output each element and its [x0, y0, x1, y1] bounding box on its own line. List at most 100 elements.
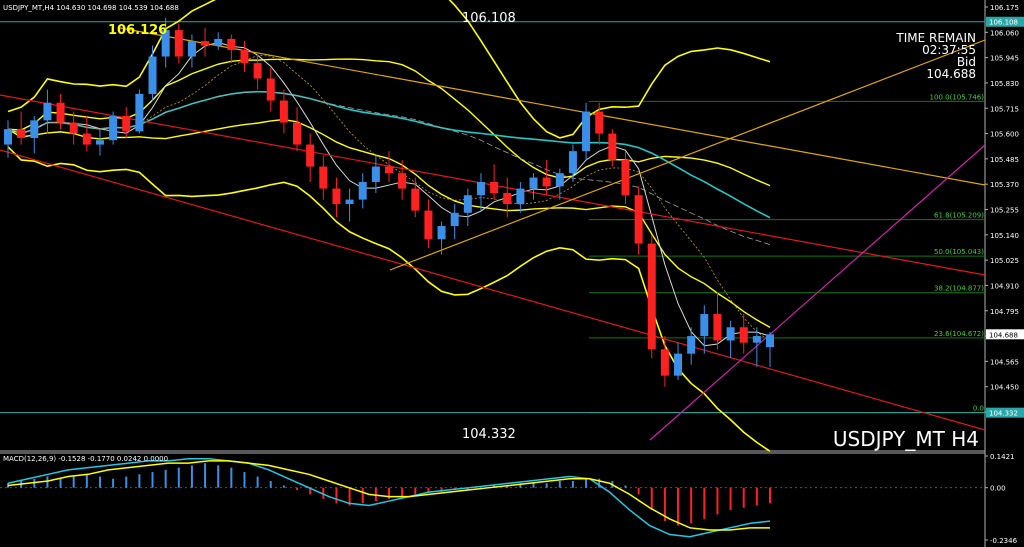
price-tick-label: 105.370	[990, 181, 1019, 189]
candle-body[interactable]	[660, 349, 669, 376]
candle-body[interactable]	[463, 195, 472, 213]
price-tick-label: 104.795	[990, 308, 1019, 316]
candle-body[interactable]	[109, 115, 118, 141]
candle-body[interactable]	[17, 129, 26, 138]
fib-level-label: 23.6(104.672)	[934, 330, 984, 338]
candle-body[interactable]	[30, 120, 39, 138]
macd-signal-line	[7, 460, 770, 531]
candle-body[interactable]	[227, 38, 236, 50]
candle-body[interactable]	[148, 56, 157, 94]
candle-body[interactable]	[279, 100, 288, 123]
price-tick-label: 105.945	[990, 55, 1019, 63]
trend-line-ascending	[389, 39, 986, 271]
candle-body[interactable]	[306, 144, 315, 167]
candle-body[interactable]	[516, 188, 525, 204]
candle-body[interactable]	[674, 353, 683, 376]
macd-tick-label: -0.2346	[990, 537, 1018, 545]
price-tick-label: 105.485	[990, 156, 1019, 164]
candle-body[interactable]	[739, 327, 748, 343]
moving-average-short	[7, 41, 771, 347]
macd-tick-label: 0.1421	[990, 453, 1015, 461]
candle-body[interactable]	[424, 210, 433, 240]
candle-body[interactable]	[621, 159, 630, 196]
candle-body[interactable]	[332, 188, 341, 204]
candle-body[interactable]	[608, 133, 617, 160]
level-price-tag	[986, 407, 1024, 418]
price-tick-label: 105.255	[990, 207, 1019, 215]
candle-body[interactable]	[187, 41, 196, 57]
candle-body[interactable]	[4, 129, 12, 145]
candle-body[interactable]	[752, 336, 761, 343]
level-price-tag-label: 104.332	[989, 410, 1018, 418]
low-level-label: 104.332	[462, 427, 516, 442]
candle-body[interactable]	[385, 166, 393, 174]
candle-body[interactable]	[56, 102, 65, 123]
candle-body[interactable]	[161, 30, 170, 57]
level-price-tag-label: 106.108	[989, 19, 1018, 27]
bollinger-inner-upper	[7, 58, 771, 187]
candle-body[interactable]	[266, 78, 275, 101]
current-price-tag-label: 104.688	[989, 331, 1018, 339]
candle-body[interactable]	[69, 122, 78, 134]
candle-body[interactable]	[398, 173, 407, 189]
candle-body[interactable]	[766, 334, 774, 348]
candle-body[interactable]	[371, 166, 380, 182]
bid-value: 104.688	[926, 67, 976, 81]
fib-level-label: 0.0	[973, 405, 984, 413]
candle-body[interactable]	[214, 38, 223, 46]
candle-body[interactable]	[358, 181, 367, 200]
level-price-tag	[986, 16, 1024, 27]
candle-body[interactable]	[476, 181, 485, 196]
candle-body[interactable]	[490, 181, 499, 193]
candle-body[interactable]	[253, 63, 262, 79]
peak-label: 106.126	[108, 23, 167, 38]
candle-body[interactable]	[122, 115, 131, 132]
fib-level-label: 61.8(105.209)	[934, 212, 984, 220]
candle-body[interactable]	[713, 314, 722, 341]
time-remain-value: 02:37:55	[922, 43, 976, 57]
candle-body[interactable]	[411, 188, 420, 211]
support-line-diagonal	[649, 144, 986, 441]
candle-body[interactable]	[542, 177, 551, 187]
fib-level-label: 38.2(104.877)	[934, 285, 984, 293]
candle-body[interactable]	[634, 195, 643, 244]
price-tick-label: 104.450	[990, 384, 1019, 392]
channel-lower-line	[0, 149, 986, 431]
candle-body[interactable]	[174, 30, 183, 57]
candle-body[interactable]	[95, 140, 104, 145]
candle-body[interactable]	[700, 314, 709, 337]
candle-body[interactable]	[503, 192, 512, 204]
candle-body[interactable]	[450, 212, 459, 227]
time-remain-label: TIME REMAIN	[895, 31, 976, 45]
candle-body[interactable]	[555, 173, 564, 187]
bollinger-upper-band	[7, 0, 771, 139]
symbol-watermark: USDJPY_MT H4	[833, 427, 979, 451]
candle-body[interactable]	[293, 122, 302, 145]
candle-body[interactable]	[529, 177, 538, 189]
candle-body[interactable]	[43, 102, 52, 121]
high-level-label: 106.108	[462, 11, 516, 26]
bid-label: Bid	[957, 55, 976, 69]
macd-line	[7, 457, 771, 538]
candle-body[interactable]	[437, 226, 446, 240]
price-tick-label: 106.060	[990, 29, 1019, 37]
macd-tick-label: 0.00	[990, 485, 1006, 493]
candle-body[interactable]	[726, 327, 735, 341]
candle-body[interactable]	[135, 93, 144, 132]
candle-body[interactable]	[582, 111, 591, 152]
macd-title: MACD(12,26,9) -0.1528 -0.1770 0.0242 0.0…	[3, 455, 168, 463]
candle-body[interactable]	[568, 151, 577, 174]
candle-body[interactable]	[201, 41, 210, 46]
moving-average-dashed	[7, 91, 771, 246]
symbol-info: USDJPY_MT,H4 104.630 104.698 104.539 104…	[3, 4, 179, 12]
candle-body[interactable]	[82, 133, 91, 145]
candle-body[interactable]	[240, 49, 249, 64]
candle-body[interactable]	[647, 243, 656, 350]
candle-body[interactable]	[687, 336, 696, 354]
price-tick-label: 105.600	[990, 131, 1019, 139]
candle-body[interactable]	[595, 111, 604, 134]
price-tick-label: 105.025	[990, 257, 1019, 265]
candle-body[interactable]	[345, 199, 354, 204]
candle-body[interactable]	[319, 166, 328, 189]
